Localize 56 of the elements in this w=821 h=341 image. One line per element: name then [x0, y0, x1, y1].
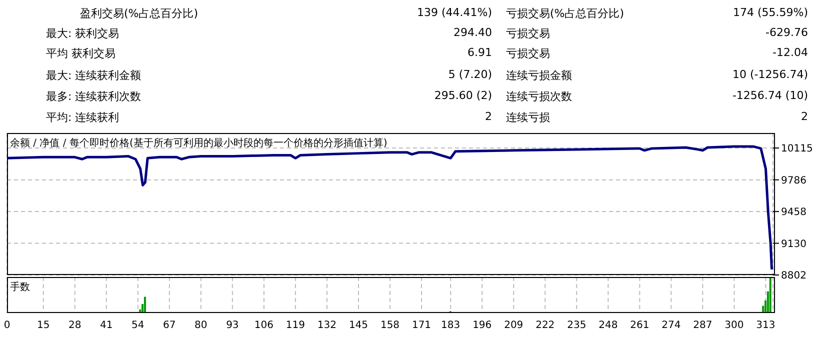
x-tick-label: 106 — [254, 320, 274, 332]
text: 平均: 连续获利 — [46, 110, 120, 125]
text: 连续亏损次数 — [506, 89, 572, 104]
text: 294.40 — [454, 26, 492, 39]
y-tick-label: 9458 — [781, 207, 806, 218]
x-tick-label: 41 — [100, 320, 113, 332]
x-tick-label: 15 — [36, 320, 50, 332]
text: 余额 / 净值 / 每个即时价格(基于所有可利用的最小时段的每一个价格的分形插值计算) — [10, 136, 388, 150]
text: 139 (44.41%) — [416, 6, 492, 19]
y-tick-label: 9786 — [781, 175, 806, 186]
text: 手数 — [10, 280, 30, 294]
text: 平均 获利交易 — [46, 46, 116, 61]
x-tick-label: 261 — [630, 320, 650, 332]
x-tick-label: 80 — [194, 320, 208, 332]
text: 最大: 连续获利金额 — [46, 68, 142, 83]
x-tick-label: 209 — [504, 320, 524, 332]
text: 亏损交易 — [506, 46, 550, 61]
text: 295.60 (2) — [434, 89, 492, 102]
text: 连续亏损金额 — [506, 68, 572, 83]
x-tick-label: 235 — [567, 320, 586, 332]
x-tick-label: 0 — [4, 320, 10, 332]
text: 2 — [801, 110, 808, 123]
x-tick-label: 145 — [348, 320, 368, 332]
y-tick-label: 10115 — [781, 144, 813, 155]
x-tick-label: 248 — [598, 320, 618, 332]
x-tick-label: 158 — [380, 320, 400, 332]
x-tick-label: 67 — [163, 320, 176, 332]
text: 10 (-1256.74) — [732, 68, 808, 81]
text: 174 (55.59%) — [732, 6, 808, 19]
x-tick-label: 183 — [441, 320, 460, 332]
x-tick-label: 54 — [132, 320, 144, 332]
x-tick-label: 171 — [412, 320, 432, 332]
x-tick-label: 196 — [472, 320, 492, 332]
x-tick-label: 287 — [693, 320, 712, 332]
text: -12.04 — [772, 46, 808, 59]
text: 亏损交易 — [506, 26, 550, 41]
text: 亏损交易(%占总百分比) — [506, 6, 624, 21]
y-tick-label: 8802 — [781, 270, 806, 282]
text: 连续亏损 — [506, 110, 550, 125]
x-tick-label: 119 — [286, 320, 306, 332]
text: 2 — [485, 110, 492, 123]
text: 最大: 获利交易 — [46, 26, 120, 41]
text: 最多: 连续获利次数 — [46, 89, 142, 104]
x-tick-label: 93 — [226, 320, 239, 332]
x-tick-label: 222 — [536, 320, 555, 332]
text: -1256.74 (10) — [732, 89, 808, 102]
x-tick-label: 313 — [756, 320, 776, 332]
x-tick-label: 132 — [317, 320, 337, 332]
text: -629.76 — [766, 26, 808, 39]
text: 6.91 — [468, 46, 492, 59]
x-tick-label: 300 — [724, 320, 744, 332]
text: 盈利交易(%占总百分比) — [80, 6, 198, 21]
x-tick-label: 274 — [662, 320, 681, 332]
x-tick-label: 28 — [68, 320, 82, 332]
y-tick-label: 9130 — [781, 238, 806, 250]
text: 5 (7.20) — [448, 68, 492, 81]
